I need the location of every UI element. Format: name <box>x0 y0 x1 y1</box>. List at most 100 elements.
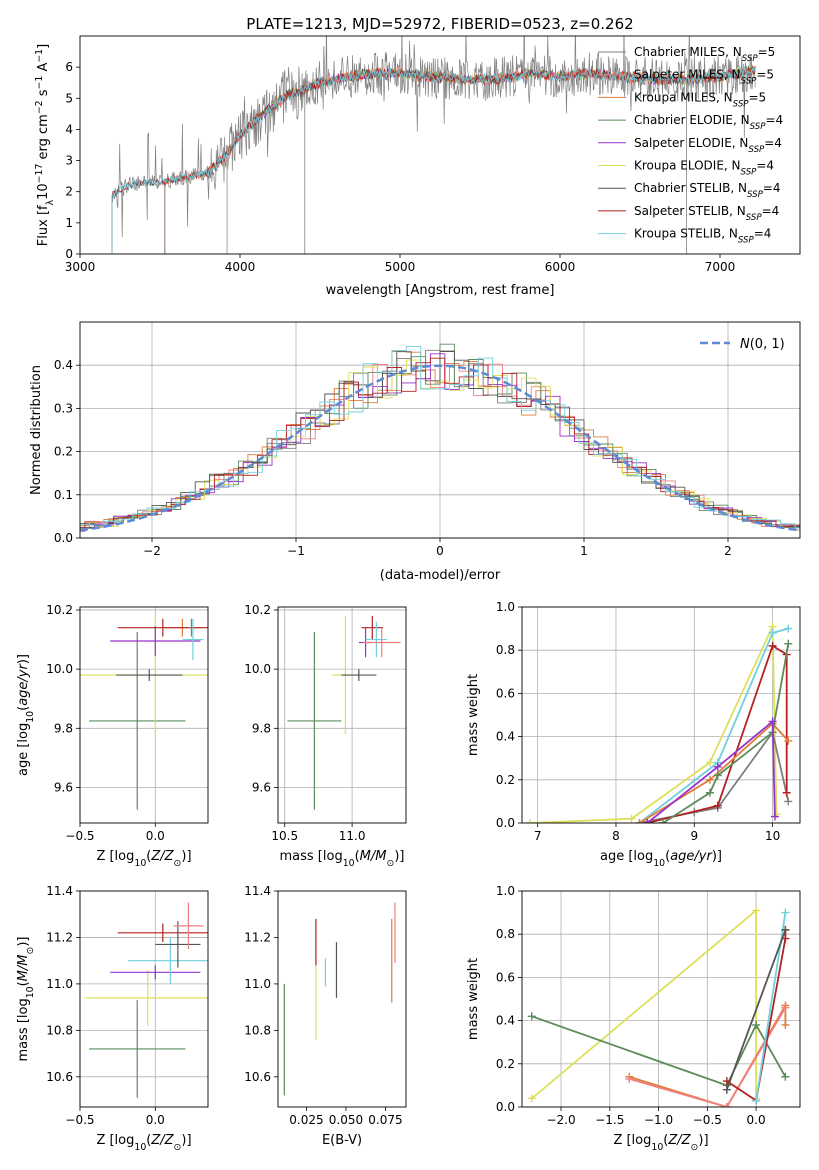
y-axis-label: mass [log10(M/M⊙)] <box>16 937 36 1062</box>
y-tick-label: 10.0 <box>244 662 271 676</box>
axes-frame <box>521 606 801 824</box>
residual-histogram-panel: −2 −1 0 1 2 0.0 0.1 0.2 0.3 0.4 N(0, 1) (data-model… <box>29 321 801 583</box>
data-point-marker <box>782 788 791 797</box>
residual-histogram-step <box>80 345 800 529</box>
x-tick-label: −0.5 <box>65 829 94 843</box>
x-tick-label: −1.0 <box>644 1113 673 1127</box>
age-vs-metallicity-panel: −0.5 0.0 9.6 9.8 10.0 10.2 Z [log10(Z/Z⊙)] age … <box>16 603 209 869</box>
mass-weight-line <box>646 719 776 823</box>
x-tick-label: 9 <box>690 829 698 843</box>
model-spectrum-line <box>111 65 756 254</box>
x-axis-label: age [log10(age/yr)] <box>600 849 722 869</box>
x-tick-label: −2.0 <box>546 1113 575 1127</box>
data-point-marker <box>643 819 652 823</box>
data-point-marker <box>768 628 777 637</box>
y-tick-label: 11.2 <box>244 930 271 944</box>
legend-label: N(0, 1) <box>740 337 785 352</box>
data-point-marker <box>781 1072 790 1081</box>
y-tick-label: 1 <box>65 216 73 230</box>
mass-weight-line <box>529 626 778 823</box>
mass-weight-line <box>531 908 757 1100</box>
y-tick-label: 3 <box>65 154 73 168</box>
y-axis-label: Normed distribution <box>29 365 44 495</box>
mass-weight-line <box>726 929 787 1103</box>
x-tick-label: 10.5 <box>271 829 298 843</box>
plot-area <box>80 343 800 532</box>
x-tick-label: 0 <box>436 544 444 558</box>
data-point-marker <box>627 814 636 823</box>
legend-label: Kroupa MILES, NSSP=5 <box>634 90 766 109</box>
residual-histogram-step <box>80 357 800 532</box>
y-tick-label: 10.8 <box>46 1023 73 1037</box>
data-point-marker <box>784 639 793 648</box>
model-spectrum-line <box>111 66 756 254</box>
plot-area <box>525 622 793 823</box>
data-point-marker <box>625 1074 634 1083</box>
x-tick-label: 6000 <box>545 260 576 274</box>
data-point-marker <box>781 925 790 934</box>
y-tick-label: 2 <box>65 185 73 199</box>
y-tick-label: 0.4 <box>496 1014 515 1028</box>
data-point-marker <box>752 1020 761 1029</box>
y-tick-label: 0.8 <box>496 643 515 657</box>
y-tick-label: 0.2 <box>496 1057 515 1071</box>
x-tick-label: 7 <box>534 829 542 843</box>
x-tick-label: 1 <box>580 544 588 558</box>
y-tick-label: 10.0 <box>46 662 73 676</box>
data-point-marker <box>635 819 644 823</box>
y-tick-label: 10.6 <box>46 1070 73 1084</box>
y-tick-label: 11.0 <box>46 977 73 991</box>
plot-area <box>111 36 756 254</box>
age-vs-mass-panel: 10.5 11.0 9.6 9.8 10.0 10.2 mass [log10(M/M⊙)] <box>244 603 407 869</box>
y-axis-label: Flux [fλ10−17 erg cm−2 s−1 A−1] <box>34 44 56 246</box>
y-tick-label: 1.0 <box>496 884 515 898</box>
plot-area <box>283 902 396 1096</box>
x-axis-label: Z [log10(Z/Z⊙)] <box>96 1133 191 1153</box>
y-tick-label: 0.0 <box>496 1100 515 1114</box>
x-tick-label: 4000 <box>225 260 256 274</box>
x-tick-label: 0.075 <box>368 1113 402 1127</box>
x-tick-label: −2 <box>143 544 161 558</box>
x-tick-label: 5000 <box>385 260 416 274</box>
data-point-marker <box>784 736 793 745</box>
data-point-marker <box>713 801 722 810</box>
legend-label: Salpeter STELIB, NSSP=4 <box>634 204 779 223</box>
data-point-marker <box>527 1012 536 1021</box>
mass-weight-line <box>647 644 788 823</box>
y-tick-label: 9.8 <box>54 721 73 735</box>
axes-frame <box>79 890 209 1108</box>
y-tick-label: 0.1 <box>54 488 73 502</box>
data-point-marker <box>781 1003 790 1012</box>
x-tick-label: 0.0 <box>146 1113 165 1127</box>
y-tick-label: 10.6 <box>244 1070 271 1084</box>
y-tick-label: 0.4 <box>496 730 515 744</box>
data-point-marker <box>525 819 534 823</box>
x-tick-label: 10 <box>765 829 780 843</box>
y-tick-label: 0.0 <box>54 531 73 545</box>
y-axis-label: mass weight <box>466 958 481 1040</box>
mass-weight-line <box>725 929 787 1091</box>
legend-label: Chabrier MILES, NSSP=5 <box>634 45 775 64</box>
mass-weight-vs-age-panel: 7 8 9 10 0.0 0.2 0.4 0.6 0.8 1.0 age [log10(age/yr… <box>466 600 801 869</box>
data-point-marker <box>752 906 761 915</box>
data-point-marker <box>752 1096 761 1105</box>
data-point-marker <box>781 908 790 917</box>
axes-frame <box>521 890 801 1108</box>
data-point-marker <box>784 624 793 633</box>
x-axis-label: wavelength [Angstrom, rest frame] <box>326 283 555 298</box>
data-point-marker <box>781 1020 790 1029</box>
axes-frame <box>79 606 209 824</box>
mass-weight-line <box>638 627 789 823</box>
x-tick-label: 2 <box>724 544 732 558</box>
figure-title: PLATE=1213, MJD=52972, FIBERID=0523, z=0… <box>246 15 633 33</box>
x-tick-label: −1 <box>287 544 305 558</box>
x-tick-label: 0.0 <box>747 1113 766 1127</box>
axes-frame <box>79 321 801 539</box>
residual-histogram-step <box>80 359 800 527</box>
data-point-marker <box>705 758 714 767</box>
y-tick-label: 0.6 <box>496 686 515 700</box>
y-tick-label: 9.6 <box>54 780 73 794</box>
mass-vs-ebv-panel: 0.025 0.050 0.075 10.6 10.8 11.0 11.2 11.4 E(B-V… <box>244 884 407 1148</box>
x-tick-label: 8 <box>612 829 620 843</box>
data-point-marker <box>722 1085 731 1094</box>
